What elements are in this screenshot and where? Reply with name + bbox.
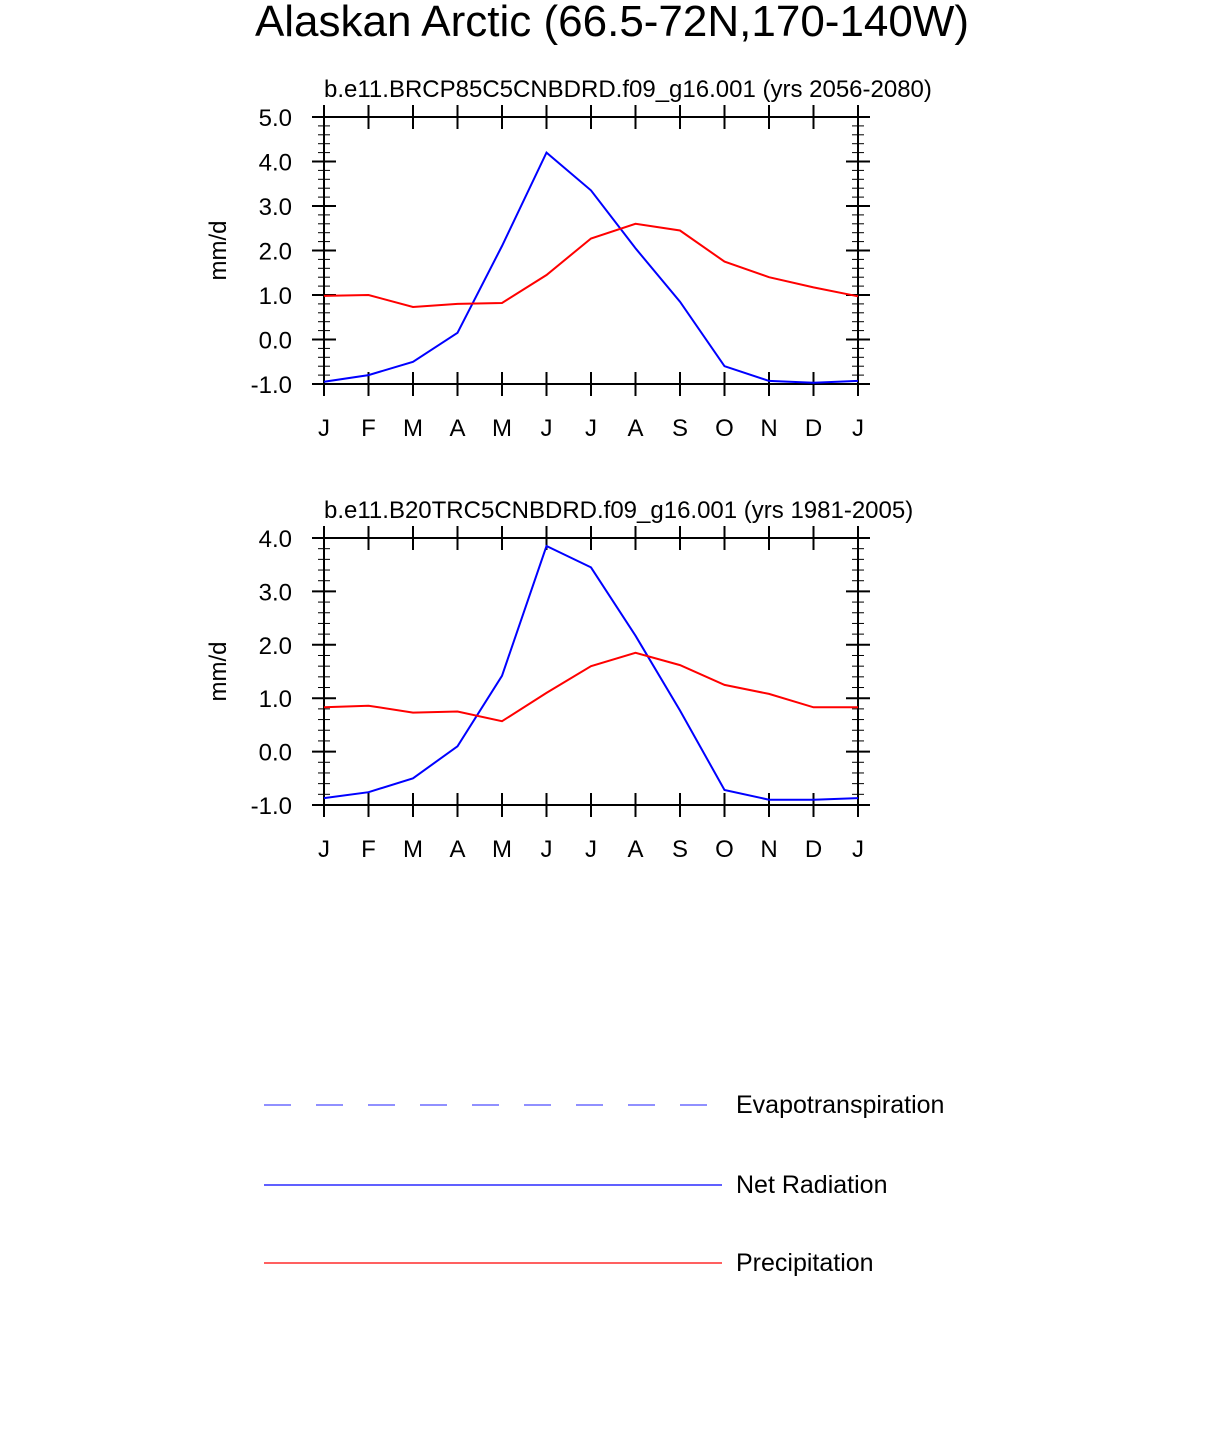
chart1-ytick-label: 0.0: [259, 740, 292, 767]
chart0-series-precipitation: [323, 222, 859, 309]
chart1-xtick-label: J: [318, 836, 330, 863]
chart1-xtick-label: J: [541, 836, 553, 863]
chart1-ytick-label: 3.0: [259, 579, 292, 606]
chart1-plot-frame: [323, 537, 859, 806]
chart0-xtick-label: M: [492, 415, 512, 442]
chart1-xtick-label: D: [805, 836, 822, 863]
legend: Evapotranspiration Net Radiation Precipita…: [264, 1091, 944, 1277]
chart1-xtick-label: F: [361, 836, 376, 863]
chart0-ytick-label: 3.0: [259, 194, 292, 221]
chart1-xtick-label: S: [672, 836, 688, 863]
chart1-xtick-label: N: [760, 836, 777, 863]
figure-title: Alaskan Arctic (66.5-72N,170-140W): [255, 0, 969, 46]
chart0-xtick-label: J: [541, 415, 553, 442]
chart1-xtick-label: J: [585, 836, 597, 863]
chart0-plot-frame: [323, 116, 859, 385]
chart1-xtick-label: M: [403, 836, 423, 863]
chart1-xtick-label: M: [492, 836, 512, 863]
chart0-ytick-label: 1.0: [259, 283, 292, 310]
chart0-xtick-label: M: [403, 415, 423, 442]
legend-label-net-radiation: Net Radiation: [736, 1171, 887, 1199]
chart0-xtick-label: O: [715, 415, 734, 442]
chart0-ytick-label: -1.0: [251, 372, 292, 399]
chart0-xtick-label: D: [805, 415, 822, 442]
chart1-ytick-label: -1.0: [251, 793, 292, 820]
chart1-xtick-label: O: [715, 836, 734, 863]
chart0-title: b.e11.BRCP85C5CNBDRD.f09_g16.001 (yrs 20…: [324, 76, 932, 103]
chart0-ylabel: mm/d: [205, 221, 232, 281]
chart0-xtick-label: J: [852, 415, 864, 442]
chart0-ytick-label: 0.0: [259, 328, 292, 355]
chart1-title: b.e11.B20TRC5CNBDRD.f09_g16.001 (yrs 198…: [324, 497, 913, 524]
chart1-xtick-label: J: [852, 836, 864, 863]
chart1-ylabel: mm/d: [205, 642, 232, 702]
chart-panel-rcp85: b.e11.BRCP85C5CNBDRD.f09_g16.001 (yrs 20…: [205, 76, 932, 442]
chart1-ytick-label: 1.0: [259, 686, 292, 713]
chart1-ytick-label: 4.0: [259, 526, 292, 553]
chart0-xtick-label: F: [361, 415, 376, 442]
chart0-ytick-label: 4.0: [259, 150, 292, 177]
chart0-xtick-label: S: [672, 415, 688, 442]
legend-label-precipitation: Precipitation: [736, 1249, 874, 1277]
chart0-ytick-label: 5.0: [259, 105, 292, 132]
chart0-series-net-radiation: [323, 150, 859, 384]
chart0-xtick-label: J: [585, 415, 597, 442]
chart0-xtick-label: A: [627, 415, 643, 442]
chart-panel-20th-century: b.e11.B20TRC5CNBDRD.f09_g16.001 (yrs 198…: [205, 497, 913, 863]
chart0-ytick-label: 2.0: [259, 239, 292, 266]
chart0-xtick-label: J: [318, 415, 330, 442]
chart1-series-precipitation: [323, 651, 858, 723]
chart1-xtick-label: A: [627, 836, 643, 863]
chart1-xtick-label: A: [449, 836, 465, 863]
legend-label-evapotranspiration: Evapotranspiration: [736, 1091, 944, 1119]
chart1-series-net-radiation: [323, 544, 859, 801]
chart1-ytick-label: 2.0: [259, 633, 292, 660]
chart0-xtick-label: N: [760, 415, 777, 442]
chart0-xtick-label: A: [449, 415, 465, 442]
